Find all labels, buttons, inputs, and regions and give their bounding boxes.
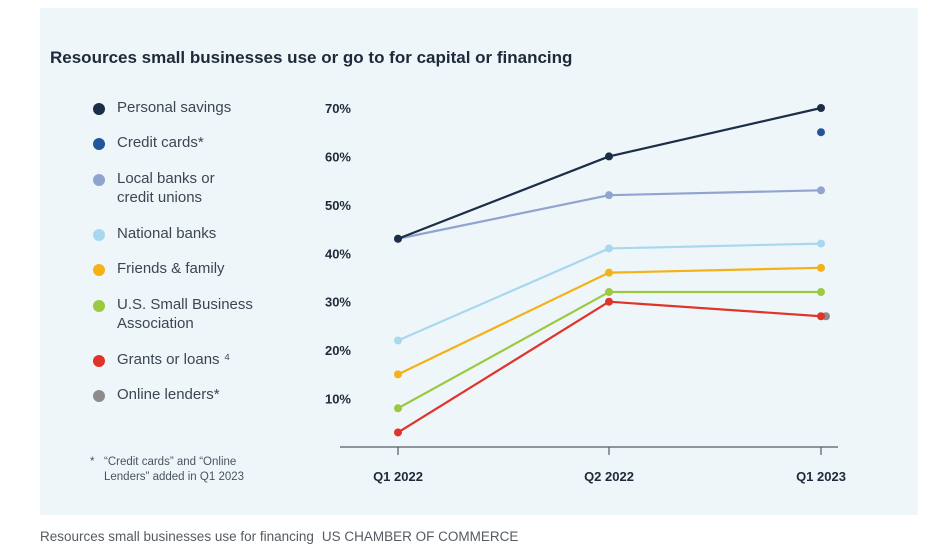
legend-label: Online lenders* (117, 386, 220, 403)
data-point (605, 288, 613, 297)
legend-dot (93, 264, 105, 276)
legend-dot (93, 103, 105, 115)
y-tick-label: 20% (325, 343, 351, 358)
data-point (817, 104, 825, 112)
data-point (817, 128, 825, 137)
legend-dot (93, 229, 105, 241)
legend-label: U.S. Small Business Association (117, 296, 253, 332)
data-point (817, 312, 825, 321)
data-point (817, 239, 825, 248)
series-line (397, 290, 821, 410)
data-point (605, 191, 613, 200)
data-point (605, 152, 613, 161)
legend-label: Local banks or credit unions (117, 170, 215, 206)
data-point (817, 186, 825, 195)
legend-label: Grants or loans ⁴ (117, 351, 231, 368)
data-point (605, 244, 613, 253)
data-point (394, 370, 402, 379)
data-point (817, 263, 825, 272)
legend-dot (93, 300, 105, 312)
footnote-mark: * (90, 456, 95, 468)
series-line (397, 266, 822, 376)
y-tick-label: 60% (325, 149, 351, 164)
y-tick-label: 10% (325, 392, 351, 407)
x-tick-label: Q1 2022 (373, 469, 423, 484)
footnote-text: “Credit cards” and “Online Lenders” adde… (104, 456, 245, 483)
data-point (394, 428, 402, 437)
data-point (605, 297, 613, 306)
x-tick-label: Q2 2022 (584, 469, 634, 484)
data-point (394, 336, 402, 345)
caption-source: US CHAMBER OF COMMERCE (321, 529, 519, 544)
legend-dot (93, 390, 105, 402)
legend-label: National banks (117, 225, 217, 242)
legend-dot (93, 355, 105, 367)
caption-text: Resources small businesses use for finan… (40, 529, 314, 544)
legend-dot (93, 138, 105, 150)
legend-label: Credit cards* (117, 134, 204, 151)
data-point (394, 404, 402, 413)
image-caption: Resources small businesses use for finan… (40, 529, 518, 544)
data-point (817, 288, 825, 297)
legend-label: Personal savings (117, 99, 232, 116)
chart-title: Resources small businesses use or go to … (50, 48, 573, 67)
y-tick-label: 50% (325, 198, 351, 213)
x-tick-label: Q1 2023 (796, 469, 846, 484)
y-tick-label: 30% (325, 295, 351, 310)
series-line (397, 106, 822, 240)
data-point (605, 268, 613, 277)
y-tick-label: 70% (325, 101, 351, 116)
legend-label: Friends & family (117, 260, 225, 277)
chart-card (40, 8, 918, 515)
legend-dot (93, 174, 105, 186)
series-line (397, 300, 822, 434)
y-tick-label: 40% (325, 246, 351, 261)
data-point (394, 234, 402, 243)
